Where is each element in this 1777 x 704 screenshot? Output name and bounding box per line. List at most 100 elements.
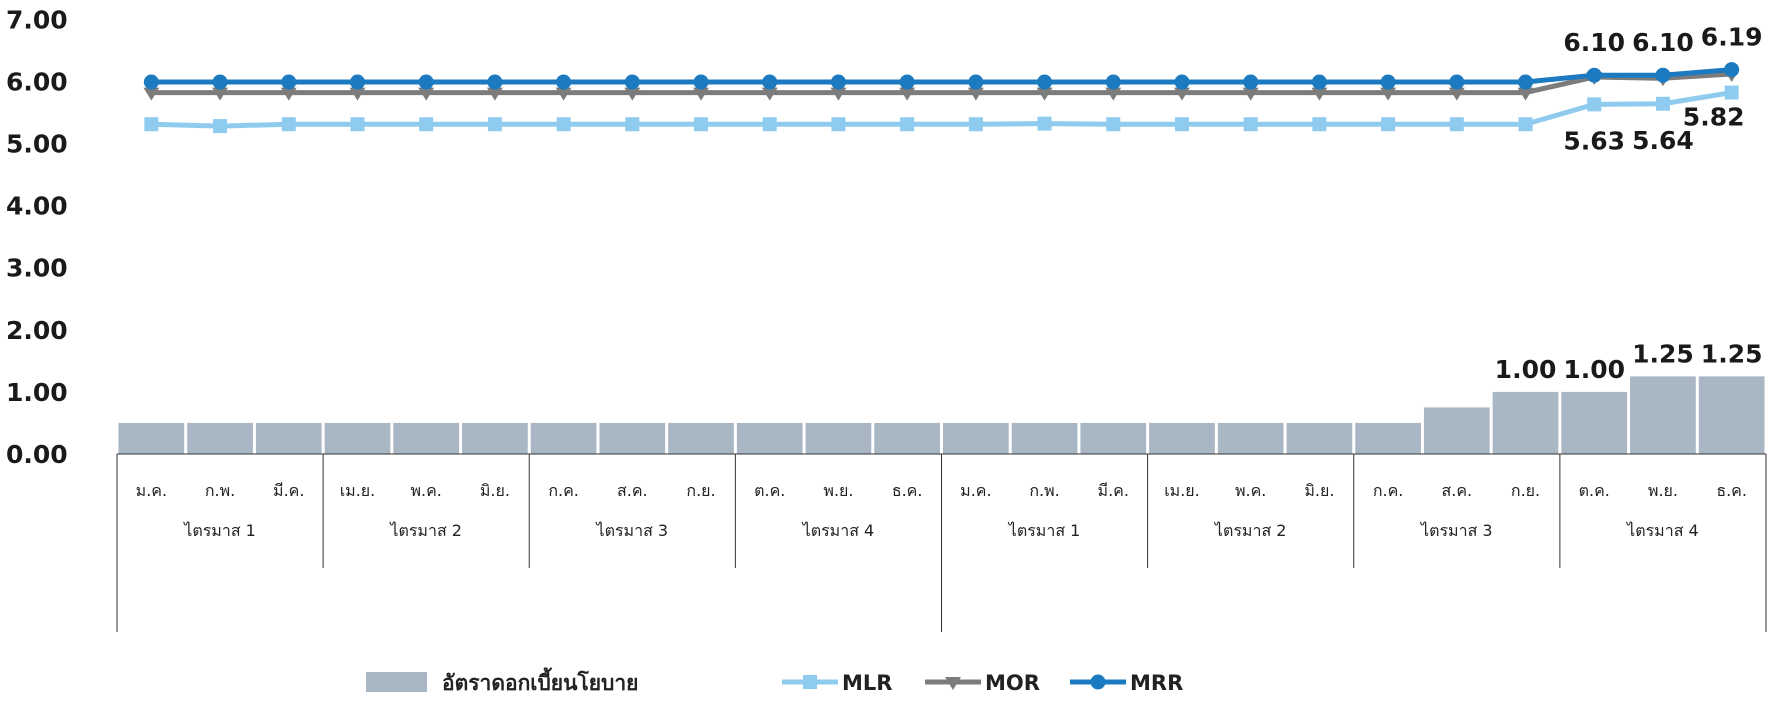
month-label: พ.ค. (410, 481, 441, 500)
policy-rate-bar (530, 422, 597, 454)
mlr-point (350, 117, 365, 132)
month-label: เม.ย. (340, 481, 376, 500)
mlr-data-label: 5.82 (1683, 103, 1745, 132)
policy-rate-bar (1561, 391, 1628, 454)
policy-rate-bar (187, 422, 253, 454)
mor-point (761, 87, 778, 101)
month-label: ธ.ค. (1716, 481, 1747, 500)
mrr-point (693, 74, 709, 90)
mrr-point (1518, 74, 1534, 90)
mor-point (1517, 87, 1534, 101)
month-label: มิ.ย. (480, 481, 510, 500)
month-label: ม.ค. (136, 481, 167, 500)
y-axis: 0.00 1.00 2.00 3.00 4.00 5.00 6.00 7.00 (6, 5, 68, 469)
quarter-label: ไตรมาส 1 (1007, 521, 1081, 540)
month-label: ส.ค. (1441, 481, 1472, 500)
month-label: เม.ย. (1164, 481, 1200, 500)
policy-rate-bar (1355, 422, 1421, 454)
mor-point (1173, 87, 1190, 101)
mor-point (1242, 87, 1259, 101)
month-label: ธ.ค. (892, 481, 923, 500)
mlr-point (1724, 85, 1739, 100)
policy-rate-bar (393, 422, 460, 454)
legend-marker-mrr (1090, 674, 1106, 690)
mlr-point (968, 117, 983, 132)
mlr-point (556, 117, 571, 132)
policy-rate-bar (1149, 422, 1215, 454)
mrr-data-label: 6.19 (1701, 23, 1763, 52)
mor-point (1105, 87, 1122, 101)
quarter-label: ไตรมาส 2 (388, 521, 462, 540)
mrr-point (1724, 62, 1740, 78)
policy-rate-bar (118, 422, 185, 454)
y-tick-label: 7.00 (6, 5, 68, 34)
policy-rate-bar (599, 422, 666, 454)
legend: อัตราดอกเบี้ยนโยบาย MLR MOR MRR (366, 667, 1183, 695)
month-label: ก.ย. (686, 481, 715, 500)
mrr-point (212, 74, 228, 90)
mrr-point (143, 74, 159, 90)
y-tick-label: 1.00 (6, 378, 68, 407)
y-tick-label: 3.00 (6, 254, 68, 283)
mlr-point (1518, 117, 1533, 132)
month-label: ก.ย. (1511, 481, 1540, 500)
mor-point (830, 87, 847, 101)
mor-point (555, 87, 572, 101)
month-label: ส.ค. (617, 481, 648, 500)
mor-point (212, 87, 229, 101)
mlr-point (1655, 96, 1670, 111)
month-label: ต.ค. (754, 481, 785, 500)
mor-point (143, 87, 160, 101)
month-label: ม.ค. (960, 481, 991, 500)
mrr-point (1586, 67, 1602, 83)
mor-point (349, 87, 366, 101)
mor-point (418, 87, 435, 101)
mrr-point (1449, 74, 1465, 90)
mrr-point (1243, 74, 1259, 90)
month-label: มิ.ย. (1304, 481, 1334, 500)
month-label: พ.ค. (1235, 481, 1266, 500)
mlr-point (487, 117, 502, 132)
legend-swatch-policy-rate (366, 672, 427, 692)
bar-data-label: 1.25 (1632, 339, 1694, 368)
mrr-data-label: 6.10 (1632, 28, 1694, 57)
policy-rate-bars (118, 376, 1765, 454)
mlr-point (1106, 117, 1121, 132)
mor-point (1036, 87, 1053, 101)
bar-data-label: 1.00 (1563, 355, 1625, 384)
mor-point (899, 87, 916, 101)
policy-rate-bar (324, 422, 391, 454)
category-axis: ม.ค. ก.พ. มี.ค. เม.ย. พ.ค. มิ.ย. ก.ค. ส.ค. ก.ย. ต… (116, 453, 1767, 632)
month-label: พ.ย. (823, 481, 853, 500)
mor-point (1311, 87, 1328, 101)
policy-rate-bar (1492, 391, 1559, 454)
mlr-point (1037, 116, 1052, 131)
y-tick-label: 4.00 (6, 192, 68, 221)
month-label: ต.ค. (1579, 481, 1610, 500)
legend-label-mlr: MLR (842, 671, 892, 695)
mrr-point (1655, 67, 1671, 83)
mlr-point (625, 117, 640, 132)
mrr-point (899, 74, 915, 90)
mlr-point (831, 117, 846, 132)
mrr-point (1037, 74, 1053, 90)
mrr-point (624, 74, 640, 90)
policy-rate-bar (943, 422, 1009, 454)
mlr-data-label: 5.64 (1632, 126, 1694, 155)
mrr-point (1174, 74, 1190, 90)
mrr-point (418, 74, 434, 90)
quarter-label: ไตรมาส 2 (1213, 521, 1287, 540)
mlr-point (1381, 117, 1396, 132)
legend-marker-mlr (803, 675, 817, 689)
mrr-point (487, 74, 503, 90)
mor-point (486, 87, 503, 101)
mor-point (1448, 87, 1465, 101)
series-mrr (143, 62, 1740, 90)
policy-rate-bar (1080, 422, 1147, 454)
mlr-point (144, 117, 159, 132)
mrr-data-label: 6.10 (1563, 28, 1625, 57)
mlr-line (151, 90, 1733, 129)
policy-rate-bar (736, 422, 803, 454)
quarter-label: ไตรมาส 3 (1419, 521, 1493, 540)
policy-rate-bar (1423, 407, 1490, 454)
